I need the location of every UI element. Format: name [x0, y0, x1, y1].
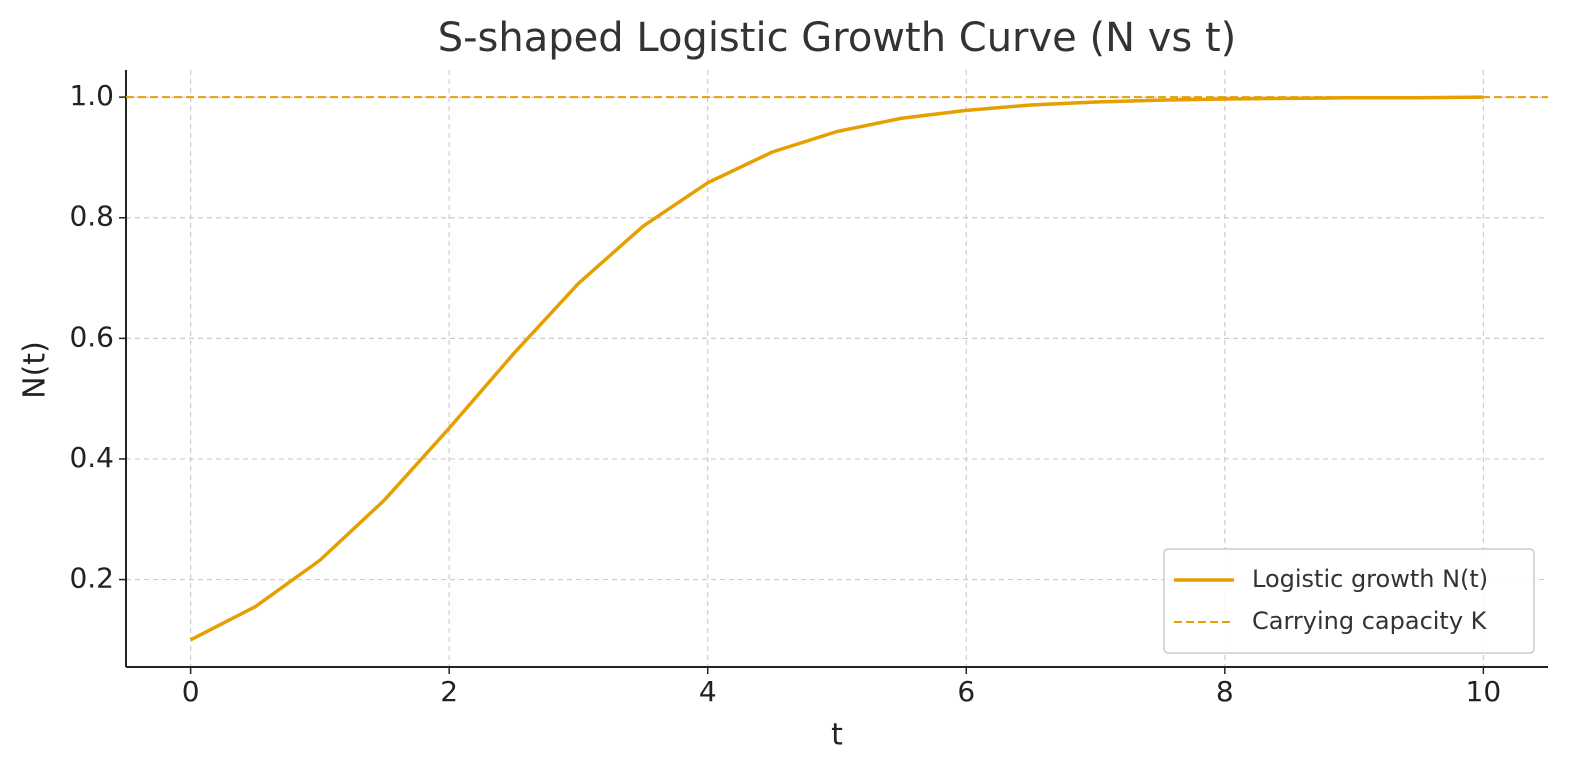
x-tick-label: 6 [957, 675, 975, 708]
legend-box [1163, 548, 1535, 654]
x-tick-label: 8 [1216, 675, 1234, 708]
legend-label: Logistic growth N(t) [1252, 565, 1488, 593]
x-tick-label: 4 [699, 675, 717, 708]
legend-label: Carrying capacity K [1252, 607, 1488, 635]
y-axis-label: N(t) [18, 341, 53, 399]
legend: Logistic growth N(t) Carrying capacity K [1163, 548, 1535, 654]
x-tick-label: 2 [440, 675, 458, 708]
data-line [189, 95, 1484, 642]
x-axis-label: t [831, 718, 843, 753]
x-tick-label: 0 [182, 675, 200, 708]
y-tick-label: 0.2 [69, 562, 114, 595]
y-tick-label: 0.8 [69, 200, 114, 233]
y-tick-label: 0.6 [69, 320, 114, 353]
y-tick-label: 0.4 [69, 441, 114, 474]
y-tick-label: 1.0 [69, 79, 114, 112]
chart-title: S-shaped Logistic Growth Curve (N vs t) [438, 15, 1237, 61]
x-tick-label: 10 [1466, 675, 1502, 708]
